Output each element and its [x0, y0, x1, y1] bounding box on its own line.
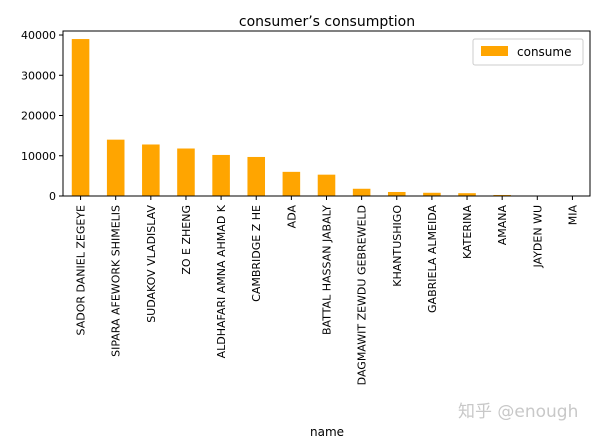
bar [387, 191, 406, 196]
y-tick-label: 10000 [21, 150, 56, 163]
x-tick-label: BATTAL HASSAN JABALY [321, 205, 334, 335]
x-tick-label: MIA [566, 205, 579, 226]
x-tick-label: JAYDEN WU [531, 205, 544, 269]
y-tick-label: 40000 [21, 29, 56, 42]
x-tick-label: KATERINA [461, 205, 474, 259]
x-tick-label: ZO E ZHENG [180, 205, 193, 275]
bar [352, 188, 371, 196]
x-tick-label: SIPARA AFEWORK SHIMELIS [110, 205, 123, 357]
bar [247, 156, 266, 196]
x-tick-label: GABRIELA ALMEIDA [426, 205, 439, 313]
x-tick-label: SADOR DANIEL ZEGEYE [75, 205, 88, 336]
x-tick-label: SUDAKOV VLADISLAV [145, 205, 158, 323]
bar [317, 174, 336, 196]
legend-swatch [481, 46, 508, 56]
x-tick-label: ALDHAFARI AMNA AHMAD K [215, 204, 228, 358]
plot-frame [62, 30, 591, 197]
bar [177, 148, 195, 196]
x-axis-label: name [310, 425, 344, 439]
bar [493, 194, 511, 196]
x-axis: SADOR DANIEL ZEGEYE SIPARA AFEWORK SHIMEL… [75, 196, 579, 385]
legend-box [472, 38, 584, 66]
x-tick-label: KHANTUSHIGO [391, 205, 404, 287]
legend: consume [472, 38, 584, 66]
bar [71, 39, 90, 196]
bar [142, 144, 160, 196]
x-tick-label: DAGMAWIT ZEWDU GEBREWELD [356, 205, 369, 385]
bar [282, 171, 301, 196]
bar-group [71, 39, 582, 196]
x-tick-label: ADA [285, 205, 298, 229]
bar [106, 139, 125, 196]
x-tick-label: CAMBRIDGE Z HE [250, 205, 263, 302]
bar [458, 193, 476, 196]
y-tick-label: 30000 [21, 69, 56, 82]
chart-title: consumer’s consumption [239, 14, 415, 30]
x-tick-label: AMANA [496, 205, 509, 246]
legend-label: consume [517, 45, 571, 59]
y-tick-label: 20000 [21, 110, 56, 123]
y-tick-label: 0 [49, 190, 56, 203]
y-axis: 0 10000 20000 30000 40000 [21, 29, 63, 203]
watermark: 知乎 @enough [458, 402, 578, 422]
bar [212, 154, 230, 196]
bar [423, 192, 441, 196]
